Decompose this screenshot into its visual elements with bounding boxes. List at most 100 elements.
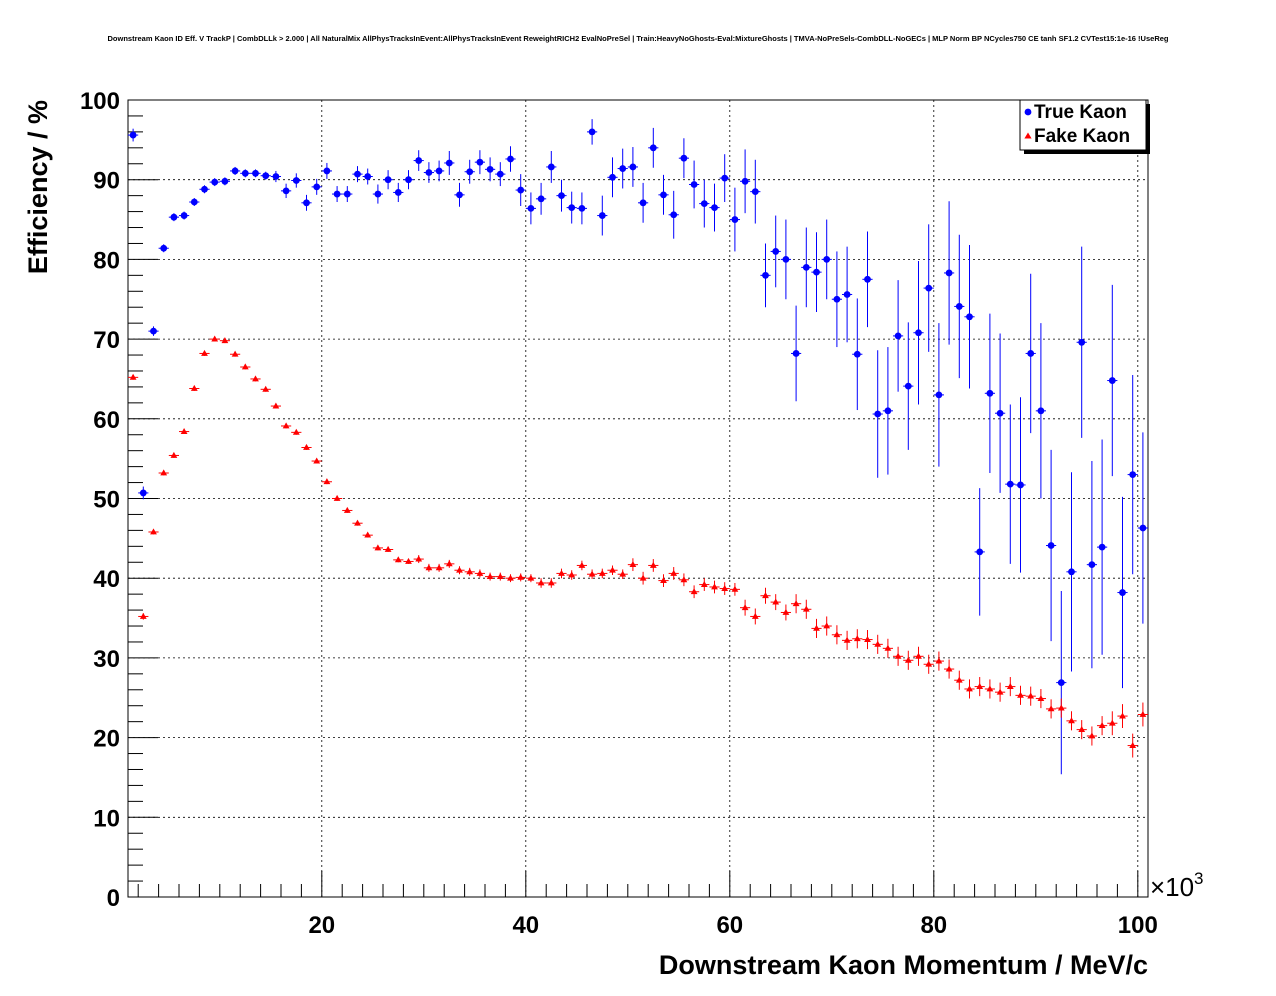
data-point xyxy=(751,188,759,196)
data-point xyxy=(782,256,790,263)
data-point xyxy=(221,337,229,344)
data-point xyxy=(425,564,433,571)
data-point xyxy=(792,600,800,607)
data-point xyxy=(802,263,810,271)
data-point xyxy=(813,624,820,631)
data-point xyxy=(170,451,178,458)
data-point xyxy=(945,269,953,277)
series-true-kaon xyxy=(128,119,1148,775)
data-point xyxy=(129,373,137,380)
data-point xyxy=(578,561,586,568)
data-point xyxy=(272,402,280,409)
data-point xyxy=(394,556,402,563)
data-point xyxy=(1057,679,1065,687)
data-point xyxy=(323,478,331,485)
data-point xyxy=(1068,717,1075,724)
data-point xyxy=(996,409,1004,417)
data-point xyxy=(139,612,147,619)
legend-label-true-kaon: True Kaon xyxy=(1034,102,1127,123)
data-point xyxy=(935,391,943,399)
y-tick-label: 100 xyxy=(80,88,120,115)
data-point xyxy=(180,212,188,219)
data-point xyxy=(721,584,729,591)
data-point xyxy=(762,592,769,599)
data-point xyxy=(303,443,310,450)
data-point xyxy=(762,271,769,279)
data-point xyxy=(241,363,249,370)
data-point xyxy=(884,407,892,415)
data-point xyxy=(527,204,535,212)
data-point xyxy=(751,612,759,619)
y-tick-label: 60 xyxy=(93,407,120,434)
data-point xyxy=(354,170,361,178)
data-point xyxy=(578,204,586,212)
data-point xyxy=(986,685,994,692)
data-point xyxy=(884,644,892,651)
data-point xyxy=(374,544,382,551)
data-point xyxy=(864,635,871,642)
data-point xyxy=(813,268,820,276)
data-point xyxy=(598,212,606,219)
data-point xyxy=(660,191,667,199)
data-point xyxy=(241,169,249,177)
data-point xyxy=(976,548,984,556)
data-series xyxy=(128,119,1148,775)
x-tick-label: 100 xyxy=(1118,912,1158,939)
data-point xyxy=(1088,561,1096,569)
data-point xyxy=(986,389,994,397)
data-point xyxy=(435,564,443,571)
data-point xyxy=(894,332,902,340)
data-point xyxy=(1017,481,1024,489)
data-point xyxy=(496,170,504,178)
data-point xyxy=(1129,741,1137,748)
data-point xyxy=(537,195,545,203)
data-point xyxy=(843,636,851,643)
data-point xyxy=(1037,694,1045,701)
data-point xyxy=(955,676,963,683)
data-point xyxy=(456,191,463,199)
data-point xyxy=(221,177,229,185)
data-point xyxy=(609,173,616,181)
data-point xyxy=(660,576,667,583)
data-point xyxy=(547,579,555,586)
data-point xyxy=(150,327,157,335)
data-point xyxy=(252,169,259,177)
data-point xyxy=(354,519,361,526)
data-point xyxy=(915,652,922,659)
data-point xyxy=(629,561,637,568)
data-point xyxy=(741,177,749,185)
data-point xyxy=(609,566,616,573)
data-point xyxy=(629,163,637,171)
data-point xyxy=(231,350,239,357)
y-tick-label: 80 xyxy=(93,247,120,274)
x-multiplier: ×10 xyxy=(1150,872,1194,902)
data-point xyxy=(190,198,198,206)
data-point xyxy=(731,585,739,592)
data-point xyxy=(680,154,688,162)
data-point xyxy=(180,427,188,434)
data-point xyxy=(670,569,678,576)
legend-box xyxy=(1019,99,1147,151)
y-tick-labels: 0 10 20 30 40 50 60 70 80 90 100 xyxy=(80,88,120,912)
data-point xyxy=(915,329,922,337)
data-point xyxy=(323,167,331,175)
data-point xyxy=(1119,589,1126,596)
data-point xyxy=(507,155,514,163)
data-point xyxy=(282,422,290,429)
data-point xyxy=(558,569,565,576)
data-point xyxy=(721,174,729,182)
legend-marker-fake-kaon xyxy=(1024,132,1032,139)
data-point xyxy=(1098,722,1106,729)
data-point xyxy=(384,176,392,184)
data-point xyxy=(741,604,749,611)
data-point xyxy=(588,570,596,577)
data-point xyxy=(282,187,290,195)
data-point xyxy=(833,631,841,638)
legend: True Kaon Fake Kaon xyxy=(1019,99,1150,154)
data-point xyxy=(333,494,341,501)
x-tick-label: 40 xyxy=(512,912,539,939)
data-point xyxy=(558,192,565,200)
legend-label-fake-kaon: Fake Kaon xyxy=(1034,126,1130,147)
y-tick-label: 10 xyxy=(93,805,120,832)
data-point xyxy=(731,216,739,223)
